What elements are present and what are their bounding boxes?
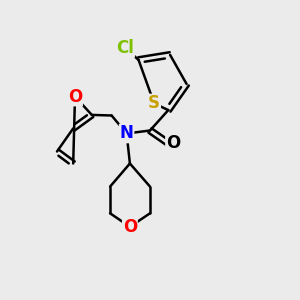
Text: Cl: Cl — [116, 39, 134, 57]
Text: O: O — [68, 88, 82, 106]
Text: O: O — [166, 134, 180, 152]
Text: S: S — [148, 94, 160, 112]
Text: N: N — [120, 124, 134, 142]
Text: O: O — [123, 218, 137, 236]
